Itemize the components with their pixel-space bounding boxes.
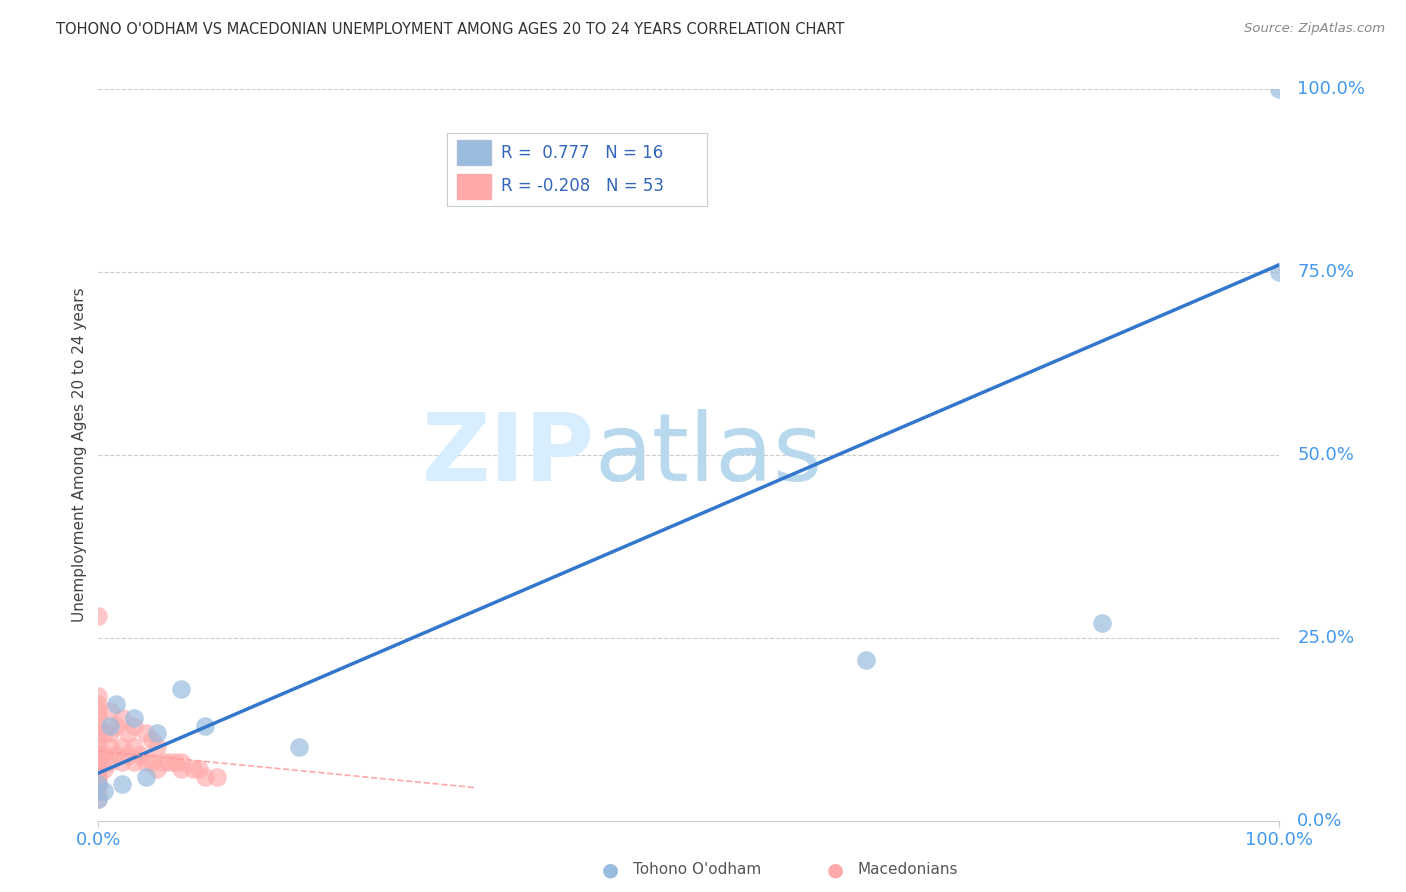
- Text: 75.0%: 75.0%: [1298, 263, 1354, 281]
- Point: [135, 770, 157, 784]
- Point: [170, 681, 193, 696]
- Point: [87, 733, 110, 747]
- Point: [122, 718, 145, 732]
- Point: [93, 763, 115, 777]
- Point: [135, 726, 157, 740]
- FancyBboxPatch shape: [457, 140, 491, 165]
- Point: [105, 697, 128, 711]
- Point: [1091, 616, 1114, 631]
- Point: [1268, 265, 1291, 279]
- Point: [87, 755, 110, 769]
- Point: [855, 653, 877, 667]
- FancyBboxPatch shape: [457, 174, 491, 199]
- Point: [117, 747, 139, 762]
- Point: [165, 755, 187, 769]
- Point: [87, 763, 110, 777]
- Point: [98, 740, 121, 755]
- Point: [187, 763, 209, 777]
- Text: atlas: atlas: [595, 409, 823, 501]
- Point: [87, 704, 110, 718]
- Point: [170, 755, 193, 769]
- Text: TOHONO O'ODHAM VS MACEDONIAN UNEMPLOYMENT AMONG AGES 20 TO 24 YEARS CORRELATION : TOHONO O'ODHAM VS MACEDONIAN UNEMPLOYMEN…: [56, 22, 845, 37]
- Point: [105, 747, 128, 762]
- Text: 25.0%: 25.0%: [1298, 629, 1354, 647]
- Point: [194, 718, 217, 732]
- Point: [141, 755, 163, 769]
- Point: [1268, 82, 1291, 96]
- Text: R =  0.777   N = 16: R = 0.777 N = 16: [502, 144, 664, 161]
- Point: [117, 726, 139, 740]
- Point: [98, 726, 121, 740]
- Text: ZIP: ZIP: [422, 409, 595, 501]
- Point: [170, 763, 193, 777]
- Text: 50.0%: 50.0%: [1298, 446, 1354, 464]
- Point: [87, 791, 110, 805]
- Y-axis label: Unemployment Among Ages 20 to 24 years: Unemployment Among Ages 20 to 24 years: [72, 287, 87, 623]
- Point: [87, 777, 110, 791]
- Point: [98, 755, 121, 769]
- Point: [87, 747, 110, 762]
- Point: [87, 726, 110, 740]
- Point: [87, 777, 110, 791]
- Point: [87, 784, 110, 798]
- Text: Tohono O'odham: Tohono O'odham: [633, 863, 761, 877]
- Point: [288, 740, 311, 755]
- Point: [93, 726, 115, 740]
- Point: [194, 770, 217, 784]
- Point: [111, 740, 134, 755]
- Point: [87, 755, 110, 769]
- Text: Macedonians: Macedonians: [858, 863, 957, 877]
- Point: [87, 711, 110, 725]
- Point: [87, 770, 110, 784]
- Point: [146, 726, 169, 740]
- Point: [181, 763, 204, 777]
- Point: [152, 755, 174, 769]
- Point: [122, 740, 145, 755]
- Point: [87, 697, 110, 711]
- Point: [111, 755, 134, 769]
- Point: [128, 747, 150, 762]
- Point: [98, 718, 121, 732]
- Text: Source: ZipAtlas.com: Source: ZipAtlas.com: [1244, 22, 1385, 36]
- Point: [105, 718, 128, 732]
- Point: [87, 763, 110, 777]
- Point: [111, 711, 134, 725]
- Point: [122, 755, 145, 769]
- Point: [87, 791, 110, 805]
- Point: [93, 747, 115, 762]
- Point: [205, 770, 228, 784]
- Point: [98, 704, 121, 718]
- Point: [87, 740, 110, 755]
- Point: [87, 777, 110, 791]
- Text: ●: ●: [602, 860, 619, 880]
- Point: [141, 733, 163, 747]
- Point: [87, 608, 110, 623]
- Text: 100.0%: 100.0%: [1298, 80, 1365, 98]
- Text: R = -0.208   N = 53: R = -0.208 N = 53: [502, 178, 665, 195]
- Point: [93, 784, 115, 798]
- Point: [146, 740, 169, 755]
- Point: [87, 770, 110, 784]
- Point: [157, 755, 180, 769]
- Point: [111, 777, 134, 791]
- Text: 0.0%: 0.0%: [1298, 812, 1343, 830]
- Point: [87, 718, 110, 732]
- Point: [122, 711, 145, 725]
- Point: [135, 755, 157, 769]
- Text: ●: ●: [827, 860, 844, 880]
- Point: [87, 690, 110, 704]
- Point: [146, 763, 169, 777]
